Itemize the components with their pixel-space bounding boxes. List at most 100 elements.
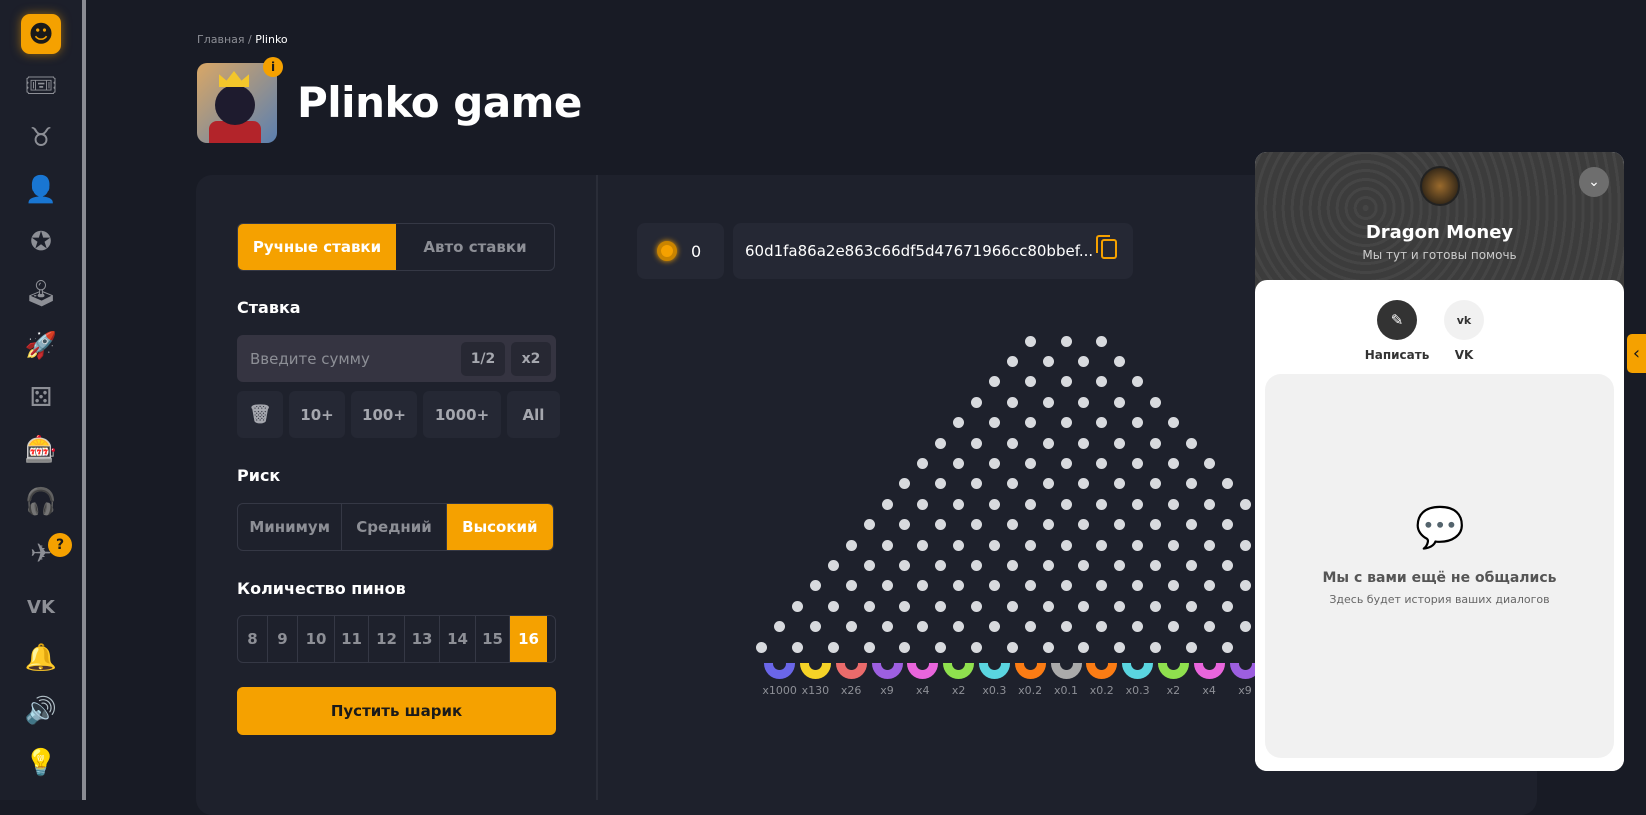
bet-amount-input[interactable] (237, 335, 447, 382)
multiplier-bucket (799, 663, 831, 680)
multiplier-bucket (1122, 663, 1154, 680)
telegram-icon[interactable]: ✈ (30, 539, 52, 569)
trash-icon[interactable]: 🗑 (237, 391, 283, 438)
page-title: Plinko game (297, 78, 582, 127)
pin (1024, 539, 1036, 551)
pins-option-11[interactable]: 11 (335, 616, 369, 662)
pin (953, 580, 965, 592)
ticket-icon[interactable]: 🎟 (24, 71, 58, 101)
panel-divider (596, 175, 598, 800)
multiplier-label: x26 (840, 684, 862, 698)
pin (827, 641, 839, 653)
pin (1024, 457, 1036, 469)
pin (1185, 600, 1197, 612)
launch-ball-button[interactable]: Пустить шарик (237, 687, 556, 735)
tab-manual-bets[interactable]: Ручные ставки (238, 224, 396, 270)
multiplier-bucket (764, 663, 796, 680)
vk-button[interactable]: vk VK (1424, 300, 1504, 362)
pin (1203, 580, 1215, 592)
pin (1150, 437, 1161, 449)
pins-option-13[interactable]: 13 (405, 616, 440, 662)
pin (1006, 396, 1018, 408)
multiplier-bucket (943, 663, 975, 680)
multiplier-bucket (1086, 663, 1118, 680)
pin (1114, 519, 1126, 531)
vk-icon[interactable]: VK (27, 596, 55, 618)
pin (1150, 600, 1161, 612)
chevron-left-icon[interactable]: ‹ (1627, 334, 1646, 373)
pin (1006, 478, 1018, 490)
bell-icon[interactable]: 🔔 (24, 643, 58, 673)
pin (1150, 641, 1161, 653)
pin (756, 641, 768, 653)
pins-option-15[interactable]: 15 (476, 616, 510, 662)
pin (845, 580, 857, 592)
pin (899, 600, 911, 612)
sound-icon[interactable]: 🔊 (24, 696, 58, 726)
info-icon[interactable]: i (263, 57, 283, 77)
copy-icon[interactable] (1096, 235, 1117, 259)
quick-10-button[interactable]: 10+ (289, 391, 345, 438)
pins-option-16[interactable]: 16 (510, 616, 547, 662)
logo-icon[interactable]: ☻ (21, 14, 61, 54)
pin (1150, 559, 1161, 571)
pins-option-10[interactable]: 10 (298, 616, 335, 662)
write-button[interactable]: ✎ Написать (1357, 300, 1437, 362)
dice-icon[interactable]: ⚄ (29, 383, 53, 413)
jackpot-icon[interactable]: ✪ (30, 227, 52, 257)
rocket-icon[interactable]: 🚀 (24, 331, 58, 361)
pin (1060, 417, 1072, 429)
risk-high[interactable]: Высокий (446, 504, 553, 550)
half-bet-button[interactable]: 1/2 (461, 342, 505, 376)
risk-min[interactable]: Минимум (238, 504, 343, 550)
theme-bulb-icon[interactable]: 💡 (24, 748, 58, 778)
pin (1060, 498, 1072, 510)
bull-icon[interactable]: ♉ (29, 123, 53, 153)
pin (1096, 539, 1108, 551)
pin (971, 641, 982, 653)
double-bet-button[interactable]: x2 (511, 342, 551, 376)
pin (1042, 437, 1054, 449)
pin (1239, 498, 1251, 510)
chevron-down-icon[interactable]: ⌄ (1579, 167, 1609, 197)
chat-subtitle: Мы тут и готовы помочь (1362, 248, 1517, 262)
sidebar-scrollbar[interactable] (82, 0, 86, 800)
risk-medium[interactable]: Средний (342, 504, 447, 550)
breadcrumb-home[interactable]: Главная (197, 33, 245, 46)
pin (935, 641, 947, 653)
multiplier-bucket (1193, 663, 1225, 680)
pin (863, 641, 875, 653)
quick-100-button[interactable]: 100+ (351, 391, 417, 438)
quick-bet-row: 🗑 10+ 100+ 1000+ All (237, 391, 560, 438)
slot-machine-icon[interactable]: 🎰 (24, 435, 58, 465)
pins-option-8[interactable]: 8 (238, 616, 268, 662)
balance-box: 0 (637, 223, 724, 279)
pin (1114, 478, 1126, 490)
pin (917, 621, 929, 633)
pin (845, 539, 857, 551)
pin (1185, 559, 1197, 571)
tab-auto-bets[interactable]: Авто ставки (423, 238, 527, 256)
pin (988, 498, 1000, 510)
joystick-icon[interactable]: 🕹 (24, 279, 58, 309)
bet-label: Ставка (237, 298, 301, 317)
pin (1185, 641, 1197, 653)
pins-option-9[interactable]: 9 (268, 616, 298, 662)
support-icon[interactable]: 🎧 (24, 487, 58, 517)
pin (1042, 600, 1054, 612)
breadcrumb-separator: / (248, 33, 252, 46)
quick-1000-button[interactable]: 1000+ (423, 391, 501, 438)
pin (1239, 621, 1251, 633)
pin (881, 580, 893, 592)
quick-all-button[interactable]: All (507, 391, 560, 438)
seed-hash-box: 60d1fa86a2e863c66df5d47671966cc80bbef... (733, 223, 1133, 279)
pin (1150, 396, 1161, 408)
user-icon[interactable]: 👤 (24, 175, 58, 205)
pins-option-14[interactable]: 14 (440, 616, 476, 662)
pin (971, 600, 982, 612)
pin (1042, 519, 1054, 531)
multiplier-label: x0.1 (1053, 684, 1078, 698)
pin (1239, 539, 1251, 551)
pin (863, 600, 875, 612)
pins-option-12[interactable]: 12 (369, 616, 405, 662)
